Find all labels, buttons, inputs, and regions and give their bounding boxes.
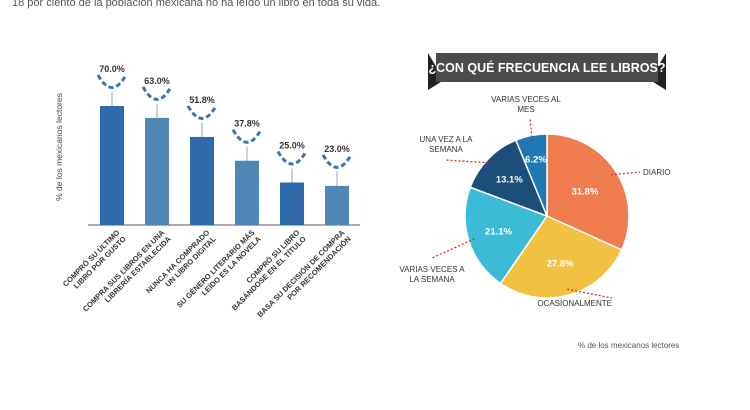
pie-value-label: 31.8%: [571, 187, 598, 198]
bar-value-label: 37.8%: [234, 119, 260, 129]
bar: [190, 136, 214, 225]
bar-value-label: 70.0%: [99, 64, 125, 74]
pie-title: ¿CON QUÉ FRECUENCIA LEE LIBROS?: [428, 60, 665, 75]
bar-bracket: [186, 105, 218, 120]
bar: [325, 185, 349, 225]
bar-bracket: [321, 154, 353, 169]
bar-bracket: [276, 150, 308, 166]
bar-bracket: [231, 128, 263, 144]
pie-slice-label: UNA VEZ A LA SEMANA: [420, 135, 474, 154]
pie-value-label: 13.1%: [496, 174, 523, 185]
bar-chart: % de los mexicanos lectores 70.0%COMPRÓ …: [54, 64, 360, 319]
bar: [100, 106, 124, 225]
pie-chart: ¿CON QUÉ FRECUENCIA LEE LIBROS? 31.8% DIA…: [399, 53, 671, 308]
pie-slice-label: VARIAS VECES A LA SEMANA: [399, 265, 465, 284]
bar-value-label: 25.0%: [279, 141, 305, 151]
pie-slice: [546, 133, 630, 251]
bar: [280, 182, 304, 225]
bar-chart-y-axis-label: % de los mexicanos lectores: [54, 93, 64, 201]
pie-note: % de los mexicanos lectores: [578, 341, 680, 350]
pie-value-label: 6.2%: [525, 155, 547, 166]
bar-value-label: 63.0%: [144, 76, 170, 86]
bar-value-label: 23.0%: [324, 144, 350, 154]
pie-leader-line: [431, 238, 475, 259]
pie-slice: [499, 215, 623, 299]
pie-leader-line: [567, 288, 613, 299]
pie-slice: [469, 139, 549, 218]
pie-value-label: 27.8%: [547, 258, 574, 269]
pie-slice: [464, 186, 549, 285]
pie-slice-label: VARIAS VECES AL MES: [491, 95, 561, 114]
pie-value-label: 21.1%: [485, 226, 512, 237]
bar-bracket: [96, 74, 128, 89]
pie-leader-line: [610, 171, 641, 176]
pie-slice-label: DIARIO: [643, 168, 671, 177]
bar: [235, 160, 259, 225]
bar-value-label: 51.8%: [189, 95, 215, 105]
bar: [145, 117, 169, 225]
pie-title-banner: ¿CON QUÉ FRECUENCIA LEE LIBROS?: [428, 53, 666, 90]
pie-slice-label: OCASIONALMENTE: [537, 299, 612, 308]
bar-bracket: [141, 86, 173, 101]
intro-text: 18 por ciento de la población mexicana n…: [12, 0, 381, 9]
